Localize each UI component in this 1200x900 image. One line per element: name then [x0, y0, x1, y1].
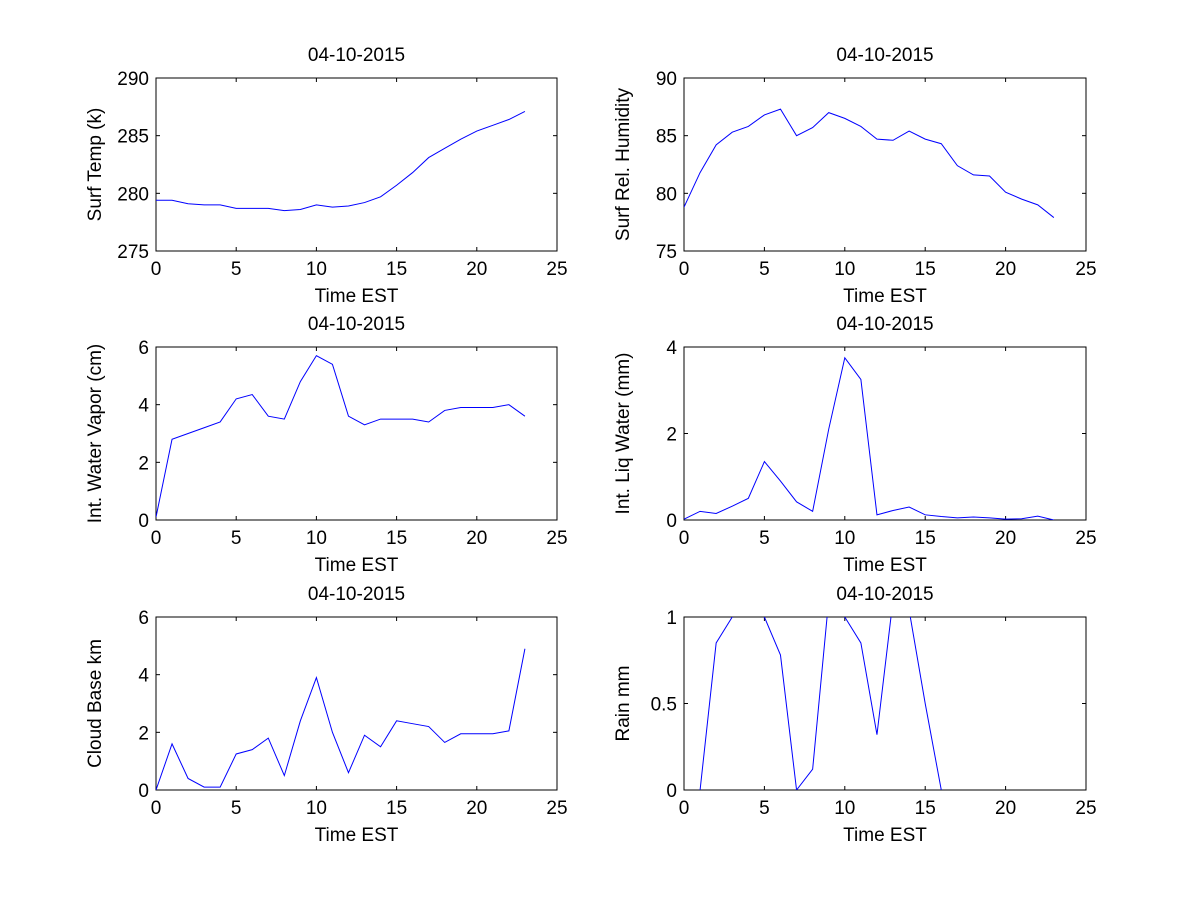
- x-tick-label: 15: [915, 528, 936, 549]
- x-tick-label: 15: [915, 259, 936, 280]
- y-tick-label: 2: [138, 723, 149, 744]
- chart-title: 04-10-2015: [308, 314, 405, 335]
- x-tick-label: 20: [995, 528, 1016, 549]
- subplot-2: 0 5 10 15 20 25 75 80 85 90 04-10-2015 Time EST Surf…: [613, 45, 1097, 307]
- x-tick-label: 15: [386, 798, 407, 819]
- x-tick-label: 5: [759, 798, 770, 819]
- y-tick-label: 0: [666, 511, 677, 532]
- x-axis-label: Time EST: [843, 825, 927, 846]
- x-tick-label: 5: [231, 528, 242, 549]
- x-axis-label: Time EST: [843, 286, 927, 307]
- y-tick-label: 285: [117, 127, 149, 148]
- y-tick-label: 4: [138, 666, 149, 687]
- x-tick-label: 0: [151, 259, 162, 280]
- x-tick-label: 5: [231, 798, 242, 819]
- subplot-4: 0 5 10 15 20 25 0 2 4 04-10-2015 Time EST Int. Liq …: [613, 314, 1097, 576]
- x-tick-label: 25: [1075, 528, 1096, 549]
- x-tick-label: 25: [546, 259, 567, 280]
- y-tick-label: 6: [138, 338, 149, 359]
- y-tick-label: 75: [656, 242, 677, 263]
- x-tick-label: 15: [915, 798, 936, 819]
- y-axis-label: Surf Temp (k): [85, 108, 106, 222]
- x-tick-label: 0: [679, 528, 690, 549]
- y-tick-label: 1: [666, 608, 677, 629]
- y-tick-label: 90: [656, 69, 677, 90]
- axes-frame: [683, 346, 1087, 521]
- chart-title: 04-10-2015: [308, 45, 405, 66]
- x-tick-label: 15: [386, 259, 407, 280]
- subplot-6: 0 5 10 15 20 25 0 0.5 1 04-10-2015 Time EST Rain mm: [613, 584, 1097, 846]
- y-axis-label: Cloud Base km: [85, 639, 106, 768]
- x-tick-label: 10: [306, 528, 327, 549]
- y-tick-label: 80: [656, 184, 677, 205]
- x-tick-label: 0: [679, 259, 690, 280]
- x-tick-label: 10: [834, 798, 855, 819]
- y-tick-label: 0.5: [651, 695, 677, 716]
- axes-frame: [155, 346, 558, 521]
- y-tick-label: 2: [138, 453, 149, 474]
- series-line: [684, 356, 1054, 520]
- chart-title: 04-10-2015: [836, 45, 933, 66]
- x-tick-label: 20: [466, 259, 487, 280]
- series-line: [156, 111, 526, 212]
- y-axis-label: Int. Liq Water (mm): [613, 353, 634, 515]
- y-axis-label: Rain mm: [613, 665, 634, 741]
- x-tick-label: 10: [834, 259, 855, 280]
- x-tick-label: 25: [546, 528, 567, 549]
- x-axis-label: Time EST: [315, 555, 399, 576]
- x-tick-label: 20: [995, 798, 1016, 819]
- axes-frame: [683, 77, 1087, 252]
- x-axis-label: Time EST: [843, 555, 927, 576]
- y-tick-label: 280: [117, 184, 149, 205]
- y-tick-label: 0: [138, 781, 149, 802]
- y-tick-label: 0: [666, 781, 677, 802]
- x-tick-label: 20: [466, 798, 487, 819]
- y-tick-label: 290: [117, 69, 149, 90]
- x-tick-label: 20: [995, 259, 1016, 280]
- y-axis-label: Int. Water Vapor (cm): [85, 344, 106, 523]
- series-line: [156, 648, 526, 790]
- x-tick-label: 15: [386, 528, 407, 549]
- y-axis-label: Surf Rel. Humidity: [613, 87, 634, 241]
- x-tick-label: 10: [306, 259, 327, 280]
- x-tick-label: 5: [759, 528, 770, 549]
- series-line: [684, 108, 1055, 218]
- x-tick-label: 5: [759, 259, 770, 280]
- subplot-5: 0 5 10 15 20 25 0 2 4 6 04-10-2015 Time EST Cloud Ba…: [85, 584, 568, 846]
- x-tick-label: 10: [834, 528, 855, 549]
- x-tick-label: 0: [679, 798, 690, 819]
- y-tick-label: 0: [138, 511, 149, 532]
- x-tick-label: 0: [151, 528, 162, 549]
- chart-title: 04-10-2015: [836, 584, 933, 605]
- series-line: [699, 617, 942, 790]
- y-tick-label: 275: [117, 242, 149, 263]
- y-tick-label: 6: [138, 608, 149, 629]
- series-line: [156, 354, 526, 518]
- axes-frame: [155, 616, 558, 791]
- x-tick-label: 5: [231, 259, 242, 280]
- x-tick-label: 25: [546, 798, 567, 819]
- axes-frame: [155, 77, 558, 252]
- subplot-1: 0 5 10 15 20 25 275 280 285 290 04-10-2015 Time EST…: [85, 45, 568, 307]
- chart-title: 04-10-2015: [308, 584, 405, 605]
- chart-title: 04-10-2015: [836, 314, 933, 335]
- x-tick-label: 0: [151, 798, 162, 819]
- x-axis-label: Time EST: [315, 825, 399, 846]
- y-tick-label: 2: [666, 425, 677, 446]
- y-tick-label: 85: [656, 127, 677, 148]
- x-tick-label: 25: [1075, 798, 1096, 819]
- subplot-3: 0 5 10 15 20 25 0 2 4 6 04-10-2015 Time EST Int. Wat…: [85, 314, 568, 576]
- x-tick-label: 25: [1075, 259, 1096, 280]
- y-tick-label: 4: [138, 396, 149, 417]
- x-tick-label: 20: [466, 528, 487, 549]
- axes-frame: [683, 616, 1087, 791]
- x-axis-label: Time EST: [315, 286, 399, 307]
- x-tick-label: 10: [306, 798, 327, 819]
- y-tick-label: 4: [666, 338, 677, 359]
